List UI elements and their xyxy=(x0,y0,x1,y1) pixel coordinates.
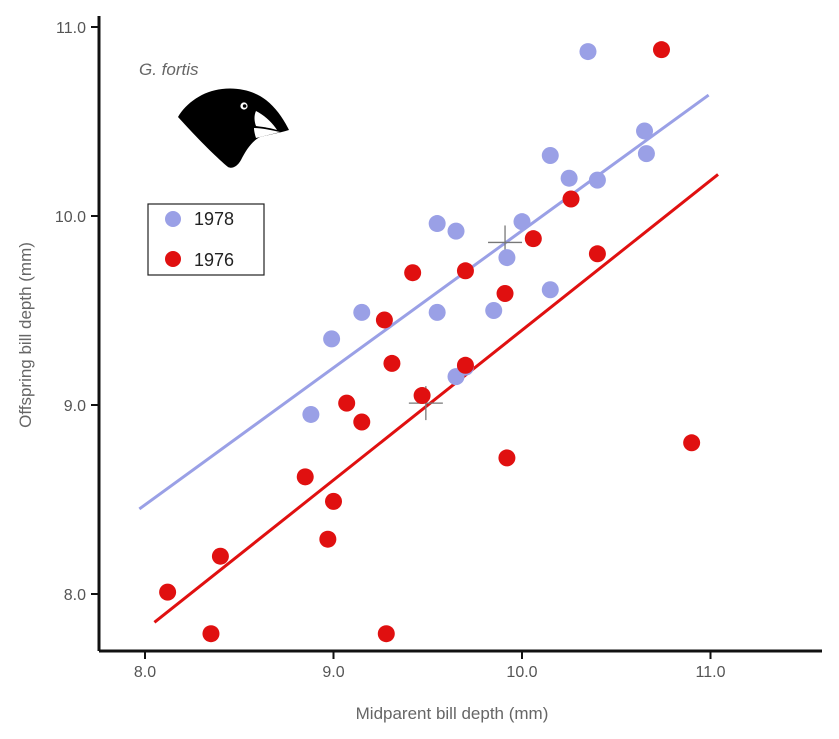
point-1976 xyxy=(404,264,422,282)
y-tick-label: 8.0 xyxy=(64,587,86,604)
point-1978 xyxy=(302,405,320,423)
point-1978 xyxy=(513,213,531,231)
point-1976 xyxy=(496,284,514,302)
legend-marker-1976 xyxy=(165,251,181,267)
point-1976 xyxy=(202,625,220,643)
point-1976 xyxy=(588,245,606,263)
x-tick-label: 10.0 xyxy=(506,664,537,681)
regression-lines xyxy=(138,93,719,624)
point-1976 xyxy=(353,413,371,431)
y-tick-label: 10.0 xyxy=(55,209,86,226)
axis-ticks: 8.0 9.0 10.0 11.0 8.0 9.0 10.0 11.0 xyxy=(55,20,726,681)
point-1976 xyxy=(413,387,431,405)
legend-marker-1978 xyxy=(165,211,181,227)
species-annotation: G. fortis xyxy=(139,60,199,79)
data-points xyxy=(159,41,701,643)
point-1976 xyxy=(375,311,393,329)
point-1976 xyxy=(683,434,701,452)
point-1976 xyxy=(652,41,670,59)
point-1978 xyxy=(428,215,446,233)
point-1976 xyxy=(319,530,337,548)
point-1976 xyxy=(524,230,542,248)
fit-line-1978 xyxy=(138,93,710,511)
x-tick-label: 9.0 xyxy=(322,664,344,681)
point-1978 xyxy=(353,303,371,321)
point-1976 xyxy=(377,625,395,643)
point-1978 xyxy=(428,303,446,321)
point-1978 xyxy=(447,222,465,240)
point-1976 xyxy=(562,190,580,208)
point-1976 xyxy=(383,354,401,372)
y-tick-label: 9.0 xyxy=(64,398,86,415)
point-1976 xyxy=(498,449,516,467)
legend-label-1976: 1976 xyxy=(194,250,234,270)
legend: 1978 1976 xyxy=(147,203,265,276)
point-1978 xyxy=(637,145,655,163)
point-1978 xyxy=(560,169,578,187)
point-1978 xyxy=(579,43,597,61)
point-1978 xyxy=(485,302,503,319)
point-1978 xyxy=(498,249,516,267)
point-1976 xyxy=(338,394,356,412)
point-1978 xyxy=(323,330,341,348)
point-1976 xyxy=(325,492,342,510)
point-1978 xyxy=(541,147,559,165)
point-1976 xyxy=(456,356,474,374)
point-1976 xyxy=(296,468,314,486)
y-tick-label: 11.0 xyxy=(56,20,86,37)
point-1976 xyxy=(456,262,474,280)
x-tick-label: 8.0 xyxy=(134,664,156,681)
finch-head-illustration xyxy=(178,88,289,168)
x-tick-label: 11.0 xyxy=(696,664,726,681)
point-1978 xyxy=(636,122,654,140)
point-1978 xyxy=(588,171,606,189)
x-axis-title: Midparent bill depth (mm) xyxy=(356,704,549,723)
legend-label-1978: 1978 xyxy=(194,209,234,229)
point-1978 xyxy=(541,281,559,299)
point-1976 xyxy=(159,583,177,601)
fit-line-1976 xyxy=(153,173,719,624)
point-1976 xyxy=(211,547,229,565)
y-axis-title: Offspring bill depth (mm) xyxy=(16,242,35,428)
